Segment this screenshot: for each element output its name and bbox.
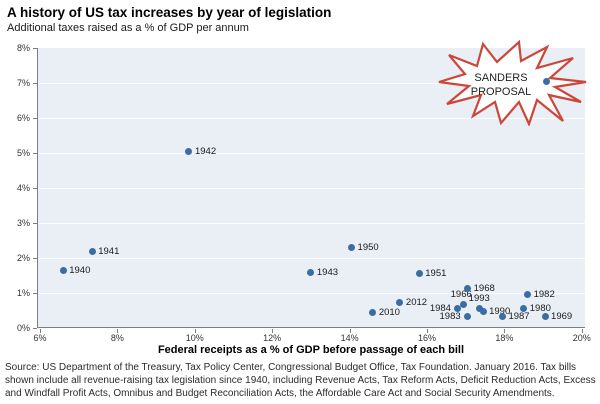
- y-tick-label: 2%: [16, 253, 30, 263]
- y-axis-tick: [33, 83, 37, 84]
- data-point-1987: [498, 312, 506, 320]
- y-axis-tick: [33, 328, 37, 329]
- y-tick-label: 8%: [16, 43, 30, 53]
- y-axis-tick: [33, 258, 37, 259]
- data-point-1942: [185, 147, 193, 155]
- x-tick-label: 10%: [185, 333, 204, 343]
- data-point-1983: [464, 312, 472, 320]
- data-point-1966: [460, 300, 468, 308]
- x-axis-tick: [349, 329, 351, 333]
- starburst-text-line1: SANDERS: [474, 72, 527, 84]
- y-axis-tick: [33, 118, 37, 119]
- x-tick-label: 12%: [263, 333, 282, 343]
- data-point-1993: [475, 304, 483, 312]
- point-label-1987: 1987: [508, 310, 530, 322]
- point-label-1951: 1951: [425, 268, 447, 280]
- data-point-2012: [396, 298, 404, 306]
- point-label-1984: 1984: [429, 302, 451, 314]
- point-label-1942: 1942: [194, 145, 217, 157]
- data-point-2010: [369, 309, 377, 317]
- x-tick-label: 8%: [110, 333, 124, 343]
- x-tick-label: 6%: [33, 333, 47, 343]
- point-label-1969: 1969: [551, 310, 573, 322]
- y-tick-label: 6%: [16, 113, 30, 123]
- data-point-1950: [348, 244, 356, 251]
- y-axis-tick: [33, 188, 37, 189]
- y-axis-tick: [33, 293, 37, 294]
- point-label-1990: 1990: [489, 305, 511, 317]
- point-label-1940: 1940: [69, 264, 91, 276]
- data-point-1940: [59, 266, 67, 274]
- point-label-1980: 1980: [529, 302, 551, 314]
- x-axis-tick: [581, 329, 583, 333]
- y-tick-label: 0%: [16, 323, 30, 333]
- x-axis-tick: [504, 329, 506, 333]
- y-tick-label: 1%: [16, 288, 30, 298]
- data-point-1980: [520, 304, 528, 312]
- y-axis-tick: [33, 153, 37, 154]
- starburst-text-line2: PROPOSAL: [471, 86, 532, 98]
- point-label-2012: 2012: [405, 296, 428, 308]
- data-point-1943: [307, 268, 315, 276]
- point-label-1968: 1968: [473, 282, 495, 294]
- gridline: [38, 293, 585, 294]
- gridline: [38, 223, 585, 224]
- x-axis-title: Federal receipts as a % of GDP before pa…: [157, 344, 465, 356]
- point-label-1983: 1983: [439, 310, 461, 322]
- gridline: [38, 188, 585, 189]
- gridline: [38, 83, 585, 84]
- data-point-1982: [524, 291, 532, 299]
- y-tick-label: 7%: [16, 78, 30, 88]
- x-tick-label: 16%: [417, 333, 436, 343]
- x-axis-tick: [272, 329, 274, 333]
- point-label-2010: 2010: [378, 307, 400, 319]
- data-point-1968: [464, 284, 472, 292]
- y-axis-tick: [33, 223, 37, 224]
- x-axis-tick: [40, 329, 41, 333]
- gridline: [38, 118, 585, 119]
- x-tick-label: 18%: [495, 333, 514, 343]
- data-point-1969: [541, 312, 549, 320]
- page-title: A history of US tax increases by year of…: [7, 5, 332, 20]
- point-label-1966: 1966: [450, 289, 472, 301]
- point-label-1943: 1943: [316, 266, 339, 278]
- gridline: [38, 258, 585, 259]
- point-label-1993: 1993: [468, 293, 490, 305]
- data-point-1951: [415, 270, 423, 278]
- x-axis-tick: [194, 329, 196, 333]
- point-label-1982: 1982: [533, 289, 555, 301]
- x-axis-tick: [117, 329, 119, 333]
- data-point-1990: [479, 307, 487, 315]
- point-label-1950: 1950: [357, 242, 379, 253]
- starburst-shape: [438, 40, 587, 126]
- y-tick-label: 3%: [16, 218, 30, 228]
- scatter-chart: SANDERS PROPOSAL 0% 1% 2% 3% 4% 5% 6% 7% 8% 6% 8% 1…: [0, 40, 600, 348]
- gridline: [38, 153, 585, 154]
- y-axis-tick: [33, 48, 37, 49]
- x-axis-tick: [427, 329, 428, 333]
- data-point-sanders-proposal: [543, 77, 551, 85]
- source-note: Source: US Department of the Treasury, T…: [5, 362, 596, 399]
- y-tick-label: 4%: [16, 183, 30, 193]
- page-subtitle: Additional taxes raised as a % of GDP pe…: [7, 22, 249, 34]
- x-tick-label: 20%: [572, 333, 591, 343]
- point-label-1941: 1941: [98, 245, 120, 257]
- y-tick-label: 5%: [16, 148, 30, 158]
- x-tick-label: 14%: [340, 333, 359, 343]
- data-point-1941: [88, 247, 96, 255]
- data-point-1984: [454, 304, 462, 312]
- sanders-proposal-callout: SANDERS PROPOSAL: [438, 40, 587, 126]
